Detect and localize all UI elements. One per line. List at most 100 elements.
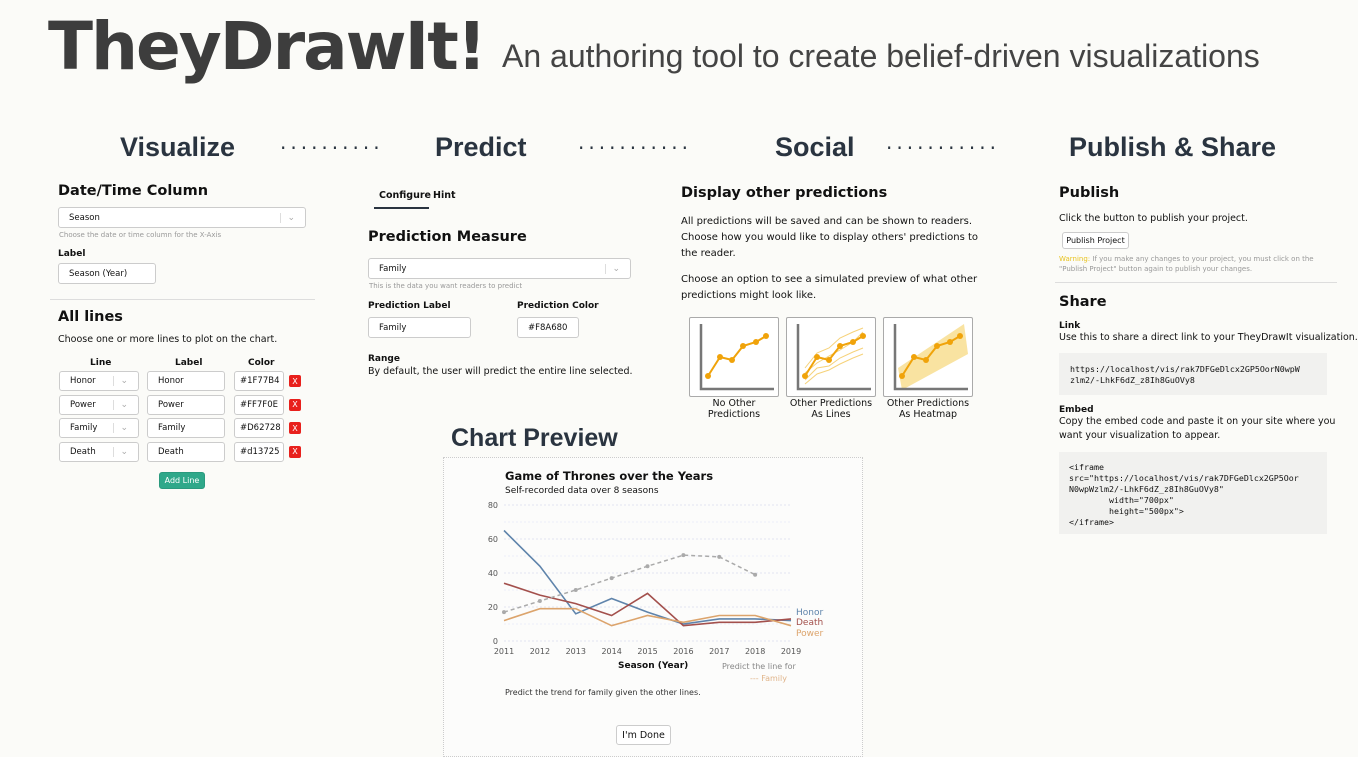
option-predictions-as-lines[interactable] <box>786 317 876 397</box>
line-color-input[interactable]: #FF7F0E <box>234 394 284 415</box>
series-line-power <box>503 607 792 627</box>
x-tick-label: 2017 <box>709 647 729 656</box>
embed-title: Embed <box>1059 405 1094 415</box>
divider <box>1055 282 1337 283</box>
app-logo: TheyDrawIt! <box>48 8 487 85</box>
prediction-point <box>502 610 506 615</box>
prediction-point <box>609 576 614 581</box>
option-caption: No Other Predictions <box>684 398 784 420</box>
prediction-label-input[interactable]: Family <box>368 317 471 338</box>
option-predictions-as-heatmap[interactable] <box>883 317 973 397</box>
line-color-input[interactable]: #D62728 <box>234 418 284 438</box>
prediction-measure-select[interactable]: Family ⌄ <box>368 258 631 279</box>
series-line-honor <box>503 529 792 625</box>
prediction-line <box>503 554 756 613</box>
series-label-death: Death <box>796 618 823 628</box>
prediction-point <box>573 588 578 592</box>
line-select[interactable]: Family ⌄ <box>59 418 139 438</box>
step-social[interactable]: Social <box>775 132 855 162</box>
line-color-input[interactable]: #1F77B4 <box>234 371 284 391</box>
chevron-down-icon: ⌄ <box>280 212 295 223</box>
select-value: Honor <box>70 376 96 386</box>
step-predict[interactable]: Predict <box>435 132 527 162</box>
prediction-point <box>537 599 542 604</box>
publish-title: Publish <box>1059 185 1120 201</box>
tagline: An authoring tool to create belief-drive… <box>502 38 1260 74</box>
share-link-code[interactable]: https://localhost/vis/rak7DFGeDlcx2GP5Oo… <box>1059 353 1327 395</box>
predict-series-legend: --- Family <box>750 674 787 683</box>
prediction-point <box>645 564 650 569</box>
share-title: Share <box>1059 294 1107 310</box>
chart-plot[interactable]: 0 20 40 60 80 2011 2012 2013 2014 2015 2016 2017 201… <box>444 458 864 698</box>
x-tick-label: 2015 <box>637 647 657 656</box>
line-chart-icon <box>699 324 774 391</box>
line-select[interactable]: Honor ⌄ <box>59 371 139 391</box>
prediction-color-input[interactable]: #F8A680 <box>517 317 579 338</box>
prediction-point <box>681 553 686 558</box>
multi-line-chart-icon <box>796 324 871 391</box>
option-caption-line: As Heatmap <box>898 409 958 420</box>
embed-desc: Copy the embed code and paste it on your… <box>1059 416 1336 441</box>
remove-line-button[interactable]: X <box>289 422 301 434</box>
prediction-label-title: Prediction Label <box>368 301 451 311</box>
y-tick-label: 60 <box>488 535 498 544</box>
tab-configure[interactable]: Configure <box>379 190 431 201</box>
remove-line-button[interactable]: X <box>289 375 301 387</box>
label-title: Label <box>58 249 86 259</box>
chevron-down-icon: ⌄ <box>113 399 128 410</box>
col-line: Line <box>90 358 112 368</box>
select-value: Family <box>379 263 407 274</box>
embed-code[interactable]: <iframe src="https://localhost/vis/rak7D… <box>1059 452 1327 534</box>
x-tick-label: 2018 <box>745 647 765 656</box>
remove-line-button[interactable]: X <box>289 398 301 411</box>
line-label-input[interactable]: Honor <box>147 371 225 391</box>
option-caption-line: Other Predictions <box>886 398 970 409</box>
option-no-other-predictions[interactable] <box>689 317 779 397</box>
x-tick-label: 2016 <box>673 647 693 656</box>
date-column-select[interactable]: Season ⌄ <box>58 207 306 228</box>
date-column-title: Date/Time Column <box>58 183 209 199</box>
step-connector: ·········· <box>280 136 384 160</box>
select-value: Death <box>70 446 96 457</box>
option-caption-line: Other Predictions <box>789 398 873 409</box>
select-value: Power <box>70 399 96 410</box>
add-line-button[interactable]: Add Line <box>159 472 205 489</box>
all-lines-title: All lines <box>58 309 123 325</box>
range-title: Range <box>368 354 400 364</box>
prediction-color-title: Prediction Color <box>517 301 599 311</box>
remove-line-button[interactable]: X <box>289 445 301 458</box>
divider <box>50 299 315 300</box>
line-label-input[interactable]: Power <box>147 394 225 415</box>
label-input[interactable]: Season (Year) <box>58 263 156 284</box>
link-title: Link <box>1059 321 1081 331</box>
select-value: Season <box>69 212 100 223</box>
option-caption-line: As Lines <box>811 409 851 420</box>
step-publish-share[interactable]: Publish & Share <box>1069 132 1277 162</box>
line-label-input[interactable]: Death <box>147 441 225 462</box>
active-tab-indicator <box>374 207 429 209</box>
publish-warning: Warning: If you make any changes to your… <box>1059 254 1339 274</box>
select-value: Family <box>70 423 98 433</box>
date-hint: Choose the date or time column for the X… <box>59 231 222 239</box>
col-color: Color <box>248 358 275 368</box>
chart-preview-title: Chart Preview <box>451 424 618 452</box>
prediction-point <box>717 554 722 559</box>
warning-label: Warning: <box>1059 255 1091 263</box>
x-tick-label: 2012 <box>530 647 550 656</box>
chevron-down-icon: ⌄ <box>113 376 128 386</box>
line-select[interactable]: Power ⌄ <box>59 394 139 415</box>
y-tick-label: 0 <box>493 637 498 646</box>
prediction-measure-title: Prediction Measure <box>368 229 527 245</box>
social-title: Display other predictions <box>681 185 888 201</box>
lines-desc: Choose one or more lines to plot on the … <box>58 334 278 345</box>
line-select[interactable]: Death ⌄ <box>59 441 139 462</box>
step-visualize[interactable]: Visualize <box>120 132 236 162</box>
chart-subtitle: Self-recorded data over 8 seasons <box>505 486 659 496</box>
publish-project-button[interactable]: Publish Project <box>1062 232 1129 249</box>
line-color-input[interactable]: #d13725 <box>234 441 284 462</box>
range-desc: By default, the user will predict the en… <box>368 366 633 377</box>
prediction-point <box>753 572 758 577</box>
tab-hint[interactable]: Hint <box>433 190 456 201</box>
im-done-button[interactable]: I'm Done <box>616 725 671 745</box>
line-label-input[interactable]: Family <box>147 418 225 438</box>
